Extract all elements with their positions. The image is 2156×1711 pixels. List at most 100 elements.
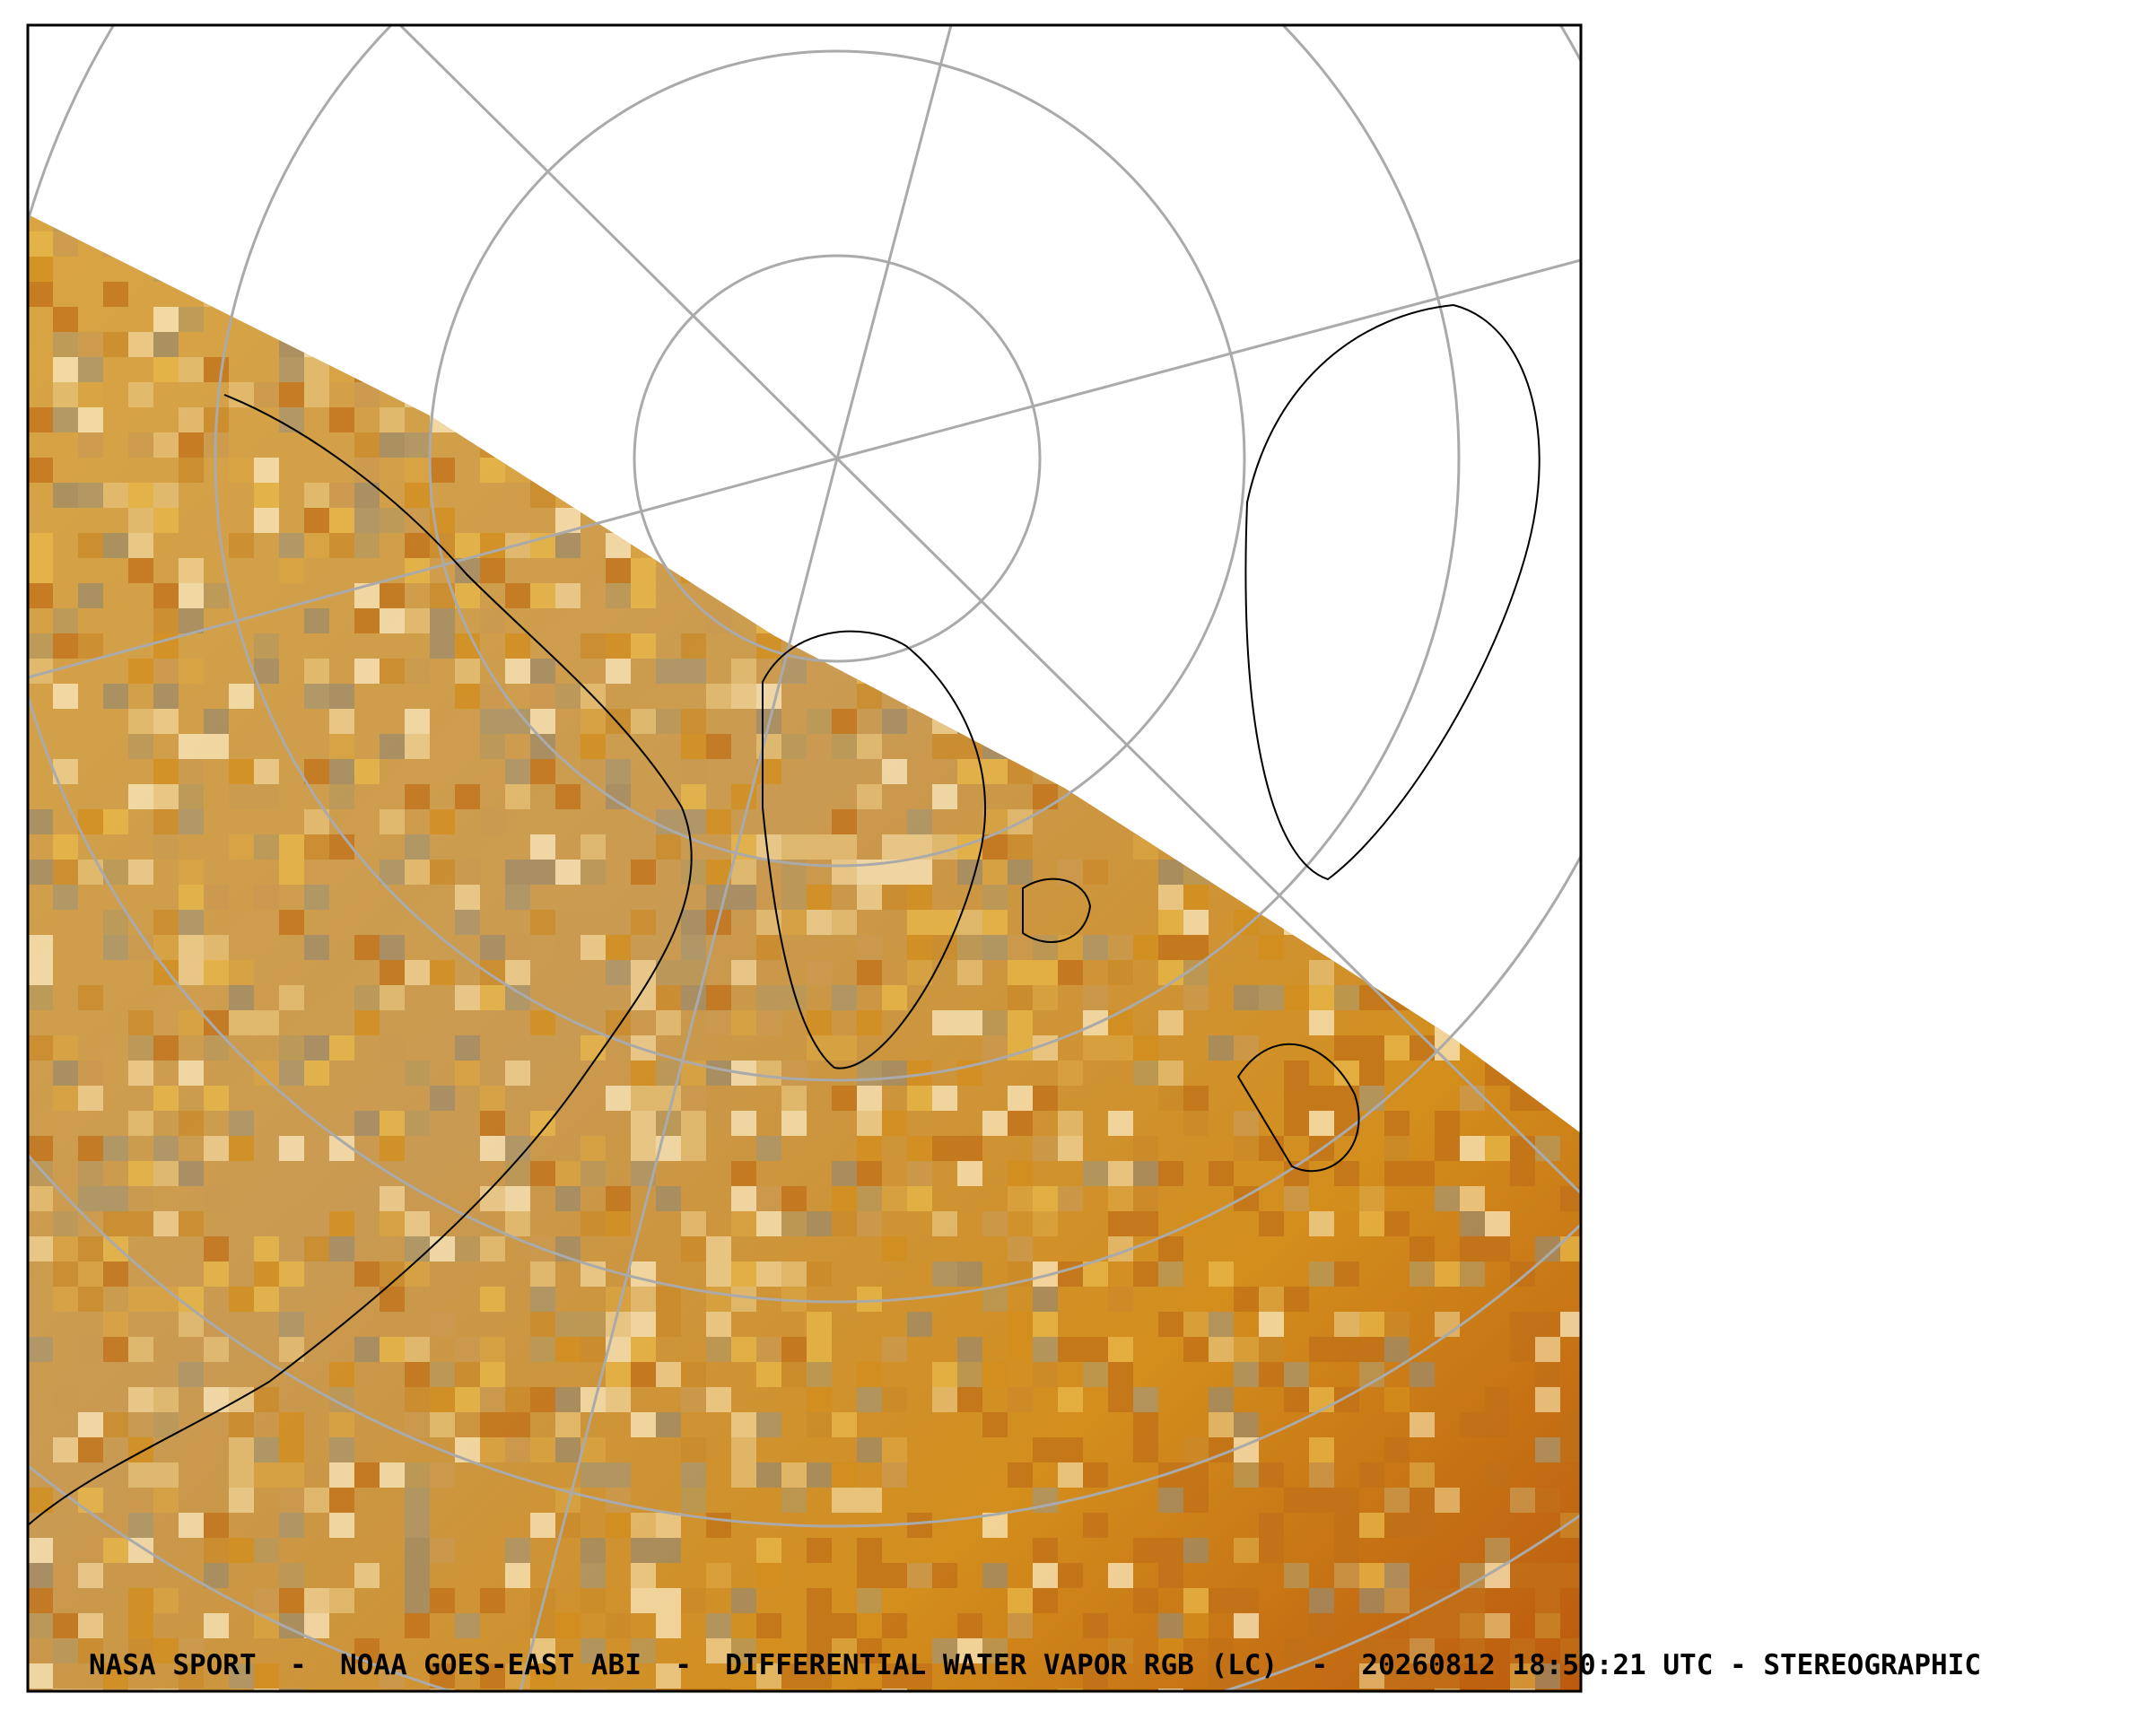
imagery-tile	[128, 734, 153, 759]
imagery-tile	[405, 1337, 430, 1362]
imagery-tile	[1309, 1387, 1334, 1412]
imagery-tile	[807, 1010, 832, 1035]
imagery-tile	[907, 1161, 932, 1186]
imagery-tile	[631, 960, 656, 985]
imagery-tile	[505, 1538, 530, 1563]
imagery-tile	[78, 1261, 103, 1287]
imagery-tile	[1008, 1462, 1033, 1488]
imagery-tile	[204, 1086, 229, 1111]
imagery-tile	[731, 1211, 756, 1236]
imagery-tile	[530, 684, 555, 709]
imagery-tile	[656, 1538, 681, 1563]
imagery-tile	[128, 1010, 153, 1035]
imagery-tile	[254, 633, 279, 659]
imagery-tile	[982, 1211, 1008, 1236]
imagery-tile	[1460, 1613, 1485, 1638]
imagery-tile	[1033, 1136, 1058, 1161]
imagery-tile	[153, 1462, 179, 1488]
imagery-tile	[807, 709, 832, 734]
imagery-tile	[1259, 1538, 1284, 1563]
coastlines	[28, 303, 1541, 1526]
imagery-tile	[656, 834, 681, 860]
imagery-tile	[153, 1387, 179, 1412]
imagery-tile	[153, 935, 179, 960]
imagery-tile	[153, 1287, 179, 1312]
imagery-tile	[430, 608, 455, 633]
imagery-tile	[1108, 1287, 1133, 1312]
imagery-tile	[807, 1613, 832, 1638]
imagery-tile	[832, 1186, 857, 1211]
imagery-tile	[706, 684, 731, 709]
imagery-tile	[78, 1638, 103, 1663]
imagery-tile	[857, 1638, 882, 1663]
imagery-tile	[354, 1010, 380, 1035]
imagery-tile	[1535, 1663, 1560, 1689]
imagery-tile	[78, 332, 103, 357]
imagery-tile	[857, 1538, 882, 1563]
imagery-tile	[254, 1387, 279, 1412]
imagery-tile	[932, 935, 957, 960]
imagery-tile	[78, 1437, 103, 1462]
imagery-tile	[982, 1010, 1008, 1035]
imagery-tile	[204, 1513, 229, 1538]
imagery-tile	[505, 1437, 530, 1462]
imagery-tile	[179, 432, 204, 458]
imagery-tile	[179, 885, 204, 910]
imagery-tile	[254, 1261, 279, 1287]
imagery-tile	[480, 1086, 505, 1111]
imagery-tile	[103, 483, 128, 508]
imagery-tile	[1485, 1236, 1510, 1261]
imagery-tile	[1008, 1613, 1033, 1638]
imagery-tile	[1008, 1236, 1033, 1261]
imagery-tile	[932, 1362, 957, 1387]
imagery-tile	[254, 1663, 279, 1689]
imagery-tile	[78, 1136, 103, 1161]
imagery-tile	[580, 1538, 606, 1563]
imagery-tile	[907, 860, 932, 885]
imagery-tile	[857, 1136, 882, 1161]
imagery-tile	[304, 1236, 329, 1261]
imagery-tile	[1133, 1412, 1158, 1437]
imagery-tile	[78, 1161, 103, 1186]
imagery-tile	[78, 1613, 103, 1638]
imagery-tile	[1485, 1538, 1510, 1563]
imagery-tile	[128, 432, 153, 458]
imagery-tile	[480, 985, 505, 1010]
imagery-tile	[631, 1638, 656, 1663]
imagery-tile	[1158, 960, 1183, 985]
imagery-tile	[304, 1337, 329, 1362]
latitude-circle	[28, 1152, 1581, 1528]
imagery-tile	[656, 1086, 681, 1111]
imagery-tile	[1435, 1261, 1460, 1287]
imagery-tile	[28, 231, 53, 257]
imagery-tile	[957, 935, 982, 960]
imagery-tile	[832, 1211, 857, 1236]
imagery-tile	[78, 432, 103, 458]
imagery-tile	[606, 1488, 631, 1513]
imagery-tile	[28, 1035, 53, 1061]
imagery-tile	[229, 458, 254, 483]
imagery-tile	[405, 1613, 430, 1638]
imagery-tile	[1535, 1362, 1560, 1387]
greenland-outline	[762, 630, 987, 1069]
imagery-tile	[1284, 1387, 1309, 1412]
imagery-tile	[204, 1563, 229, 1588]
imagery-tile	[580, 860, 606, 885]
imagery-tile	[656, 1010, 681, 1035]
imagery-tile	[1334, 1538, 1359, 1563]
imagery-tile	[103, 1261, 128, 1287]
imagery-tile	[706, 1236, 731, 1261]
imagery-tile	[832, 1161, 857, 1186]
imagery-tile	[78, 1287, 103, 1312]
imagery-tile	[756, 985, 781, 1010]
imagery-tile	[279, 1462, 304, 1488]
imagery-tile	[179, 1061, 204, 1086]
imagery-tile	[53, 332, 78, 357]
imagery-tile	[631, 1538, 656, 1563]
imagery-tile	[706, 985, 731, 1010]
imagery-tile	[179, 307, 204, 332]
imagery-tile	[480, 1588, 505, 1613]
imagery-tile	[204, 709, 229, 734]
imagery-tile	[631, 1513, 656, 1538]
imagery-tile	[179, 608, 204, 633]
